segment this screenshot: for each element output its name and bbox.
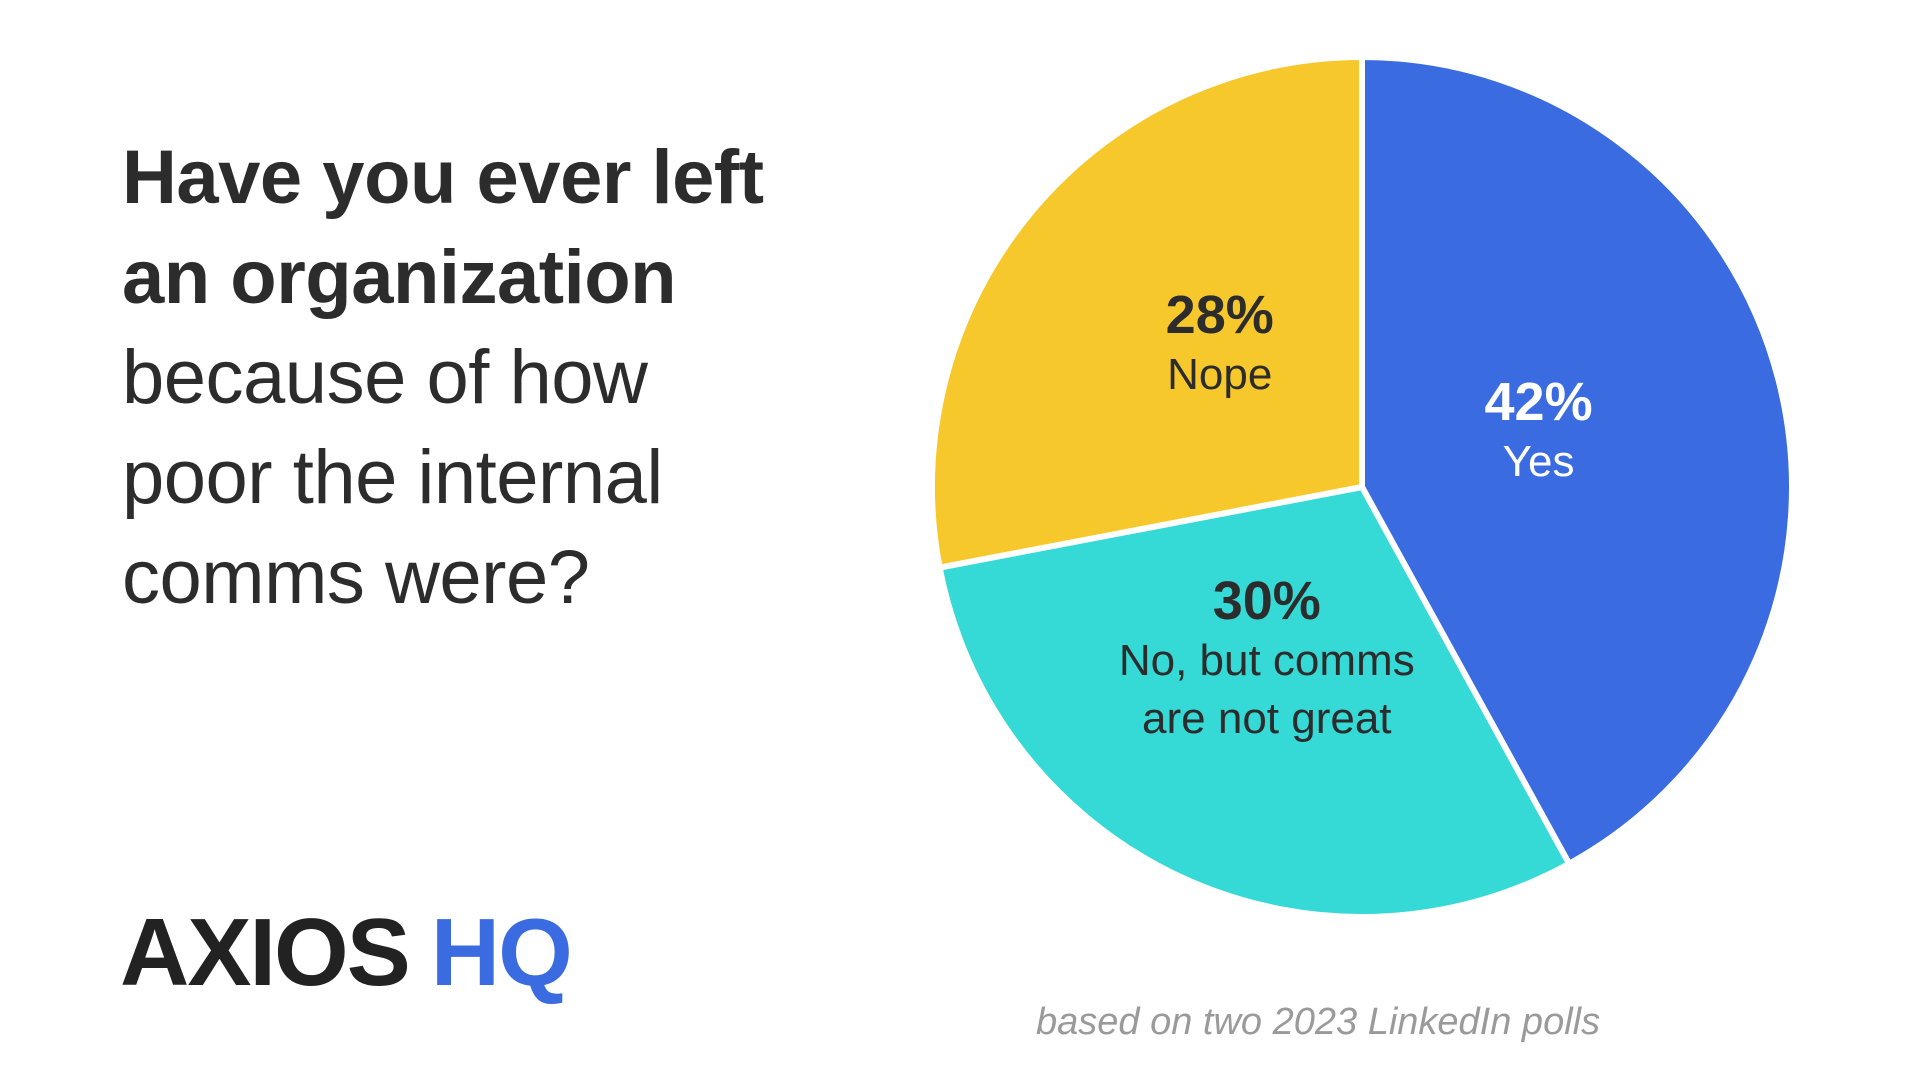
question-line-1: Have you ever left	[122, 135, 764, 220]
question-line-4: poor the internal	[122, 435, 663, 520]
question-line-5: comms were?	[122, 535, 590, 620]
pie-slice-0	[1359, 54, 1795, 867]
pie-slice-category: Yes	[1502, 437, 1575, 487]
pie-slice-label-1: 30% No, but comms are not great	[1119, 570, 1415, 748]
logo-brand-text: AXIOS	[120, 899, 411, 1006]
pie-slice-2	[929, 54, 1365, 571]
pie-slice-category: No, but comms are not great	[1118, 636, 1415, 744]
question-line-3: because of how	[122, 335, 648, 420]
logo-product-text: HQ	[430, 899, 573, 1006]
pie-slice-label-0: 42% Yes	[1485, 371, 1593, 491]
pie-slice-category: Nope	[1167, 350, 1273, 400]
pie-slice-percent: 30%	[1212, 571, 1321, 632]
axios-hq-logo: AXIOS HQ	[120, 905, 573, 1001]
pie-slice-label-2: 28% Nope	[1166, 284, 1274, 404]
pie-slice-1	[936, 484, 1573, 920]
question-line-2: an organization	[122, 235, 677, 320]
pie-slice-percent: 28%	[1165, 285, 1274, 346]
source-note: based on two 2023 LinkedIn polls	[1036, 1001, 1601, 1043]
pie-slice-percent: 42%	[1484, 372, 1593, 433]
poll-question: Have you ever left an organization becau…	[122, 128, 842, 628]
